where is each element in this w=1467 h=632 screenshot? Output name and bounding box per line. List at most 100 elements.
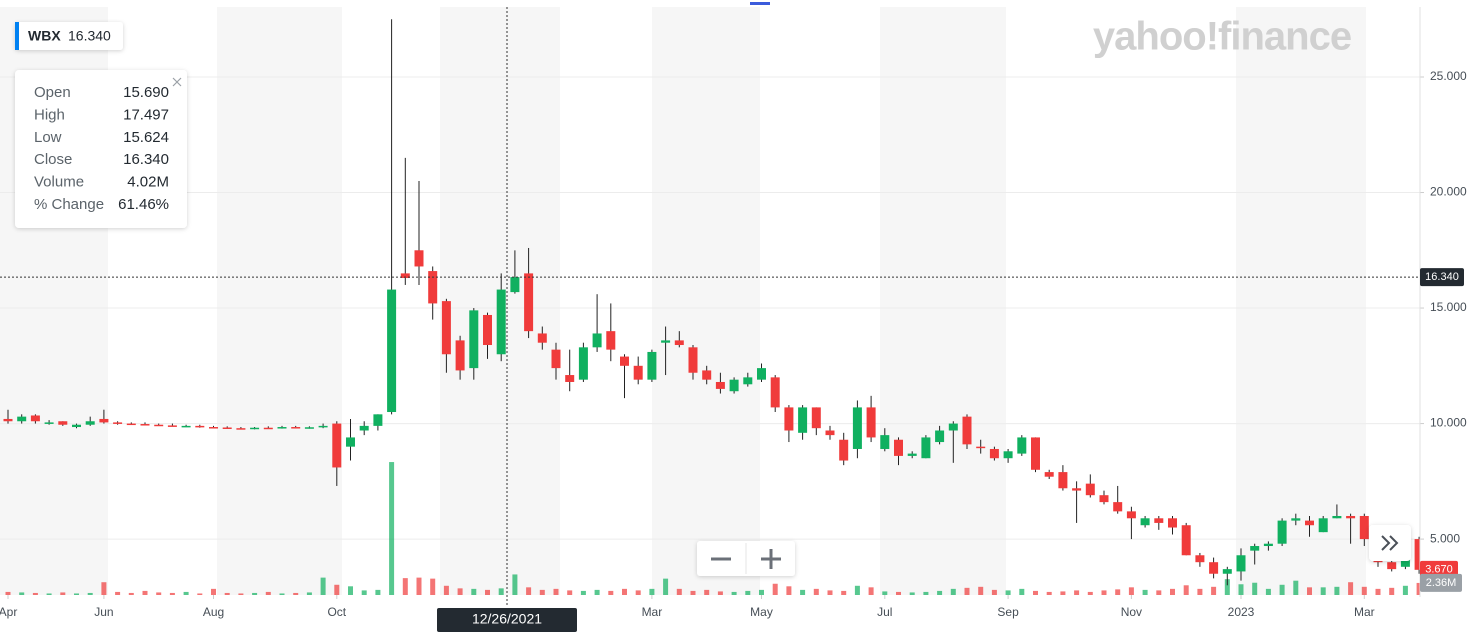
x-tick-label: May (750, 605, 773, 619)
month-band (1236, 7, 1366, 595)
candle-body (866, 407, 876, 438)
volume-bar (512, 574, 518, 595)
y-tick-label: 15.000 (1430, 300, 1467, 314)
candle-body (195, 425, 205, 428)
y-tick-label: 5.000 (1430, 531, 1460, 545)
symbol-price: 16.340 (68, 28, 111, 44)
candle-body (113, 422, 123, 424)
volume-bar (320, 577, 326, 595)
symbol: WBX (28, 28, 61, 44)
volume-bar (87, 592, 93, 595)
volume-bar (690, 590, 696, 595)
candle-body (976, 446, 986, 449)
candle-body (1359, 515, 1369, 540)
volume-bar (950, 588, 956, 595)
candle-body (359, 425, 369, 431)
candle-body (304, 427, 314, 429)
tooltip-label: % Change (34, 196, 104, 213)
x-tick-label: Oct (327, 605, 346, 619)
tooltip-close[interactable] (172, 77, 182, 87)
volume-bar (402, 578, 408, 595)
volume-bar (841, 590, 847, 595)
volume-bar (128, 592, 134, 595)
volume-bar (1087, 591, 1093, 595)
candle-body (825, 430, 835, 436)
plot-area (3, 19, 1420, 595)
candle-body (1250, 546, 1260, 551)
volume-bar (909, 592, 915, 595)
last-volume-box (1420, 573, 1462, 592)
candle-body (852, 407, 862, 449)
candle-body (1044, 472, 1054, 477)
candle-body (935, 430, 945, 443)
volume-bar (416, 577, 422, 595)
candle-body (414, 250, 424, 267)
volume-bar (580, 590, 586, 595)
volume-bar (786, 586, 792, 595)
tooltip-value: 17.497 (123, 106, 169, 123)
candle-body (1017, 437, 1027, 454)
volume-bar (1389, 587, 1395, 595)
last-close-label: 3.670 (1425, 564, 1453, 576)
volume-bar (1019, 588, 1025, 595)
tooltip-label: Open (34, 84, 71, 101)
volume-bar (306, 592, 312, 595)
candle-body (715, 381, 725, 389)
volume-bar (471, 588, 477, 595)
volume-bar (1046, 591, 1052, 595)
month-band (652, 7, 760, 595)
candle-body (1058, 472, 1068, 489)
tooltip-value: 15.624 (123, 129, 169, 146)
zoom-in[interactable] (761, 549, 781, 569)
volume-bar (142, 590, 148, 595)
volume-bar (1170, 588, 1175, 595)
scroll-right[interactable] (1369, 525, 1411, 561)
tooltip-value: 4.02M (127, 174, 169, 191)
volume-bar (169, 592, 175, 595)
volume-bar (868, 587, 874, 595)
candle-body (99, 418, 109, 423)
candle-body (85, 421, 95, 425)
volume-bar (813, 588, 819, 595)
x-tick-label: Nov (1121, 605, 1142, 619)
candle-body (729, 379, 739, 392)
candle-body (1003, 451, 1013, 459)
candle-body (784, 407, 794, 431)
candle-body (743, 377, 753, 385)
volume-bar (430, 578, 436, 595)
volume-bar (1293, 580, 1299, 595)
volume-bar (978, 586, 984, 595)
candle-body (17, 416, 27, 422)
volume-bar (1060, 591, 1066, 595)
volume-bar (156, 592, 162, 595)
zoom-controls (697, 541, 795, 576)
volume-bar (115, 591, 121, 595)
tooltip-value: 61.46% (118, 196, 169, 213)
candle-body (1236, 555, 1246, 572)
tooltip-label: Low (34, 129, 62, 146)
volume-bar (1224, 579, 1230, 595)
candle-body (1168, 518, 1177, 528)
volume-bar (1307, 587, 1312, 595)
tooltip-label: Close (34, 151, 72, 168)
candle-body (428, 271, 438, 304)
scroll-right-icon[interactable] (1381, 535, 1399, 551)
candle-body (647, 351, 657, 380)
x-tick-label: Mar (642, 605, 663, 619)
volume-bar (704, 589, 710, 595)
candle-body (894, 439, 903, 456)
volume-bar (1005, 590, 1011, 595)
volume-bar (608, 590, 614, 595)
volume-bar (553, 588, 559, 595)
candle-body (620, 356, 629, 366)
volume-bar (224, 592, 230, 595)
candle-body (1085, 483, 1095, 496)
volume-bar (1156, 590, 1162, 595)
volume-bar (1320, 587, 1326, 595)
volume-bar (649, 588, 655, 595)
candle-body (1154, 518, 1164, 523)
candle-body (387, 289, 397, 413)
candle-body (524, 273, 534, 332)
volume-bar (567, 590, 573, 595)
volume-bar (991, 589, 997, 595)
